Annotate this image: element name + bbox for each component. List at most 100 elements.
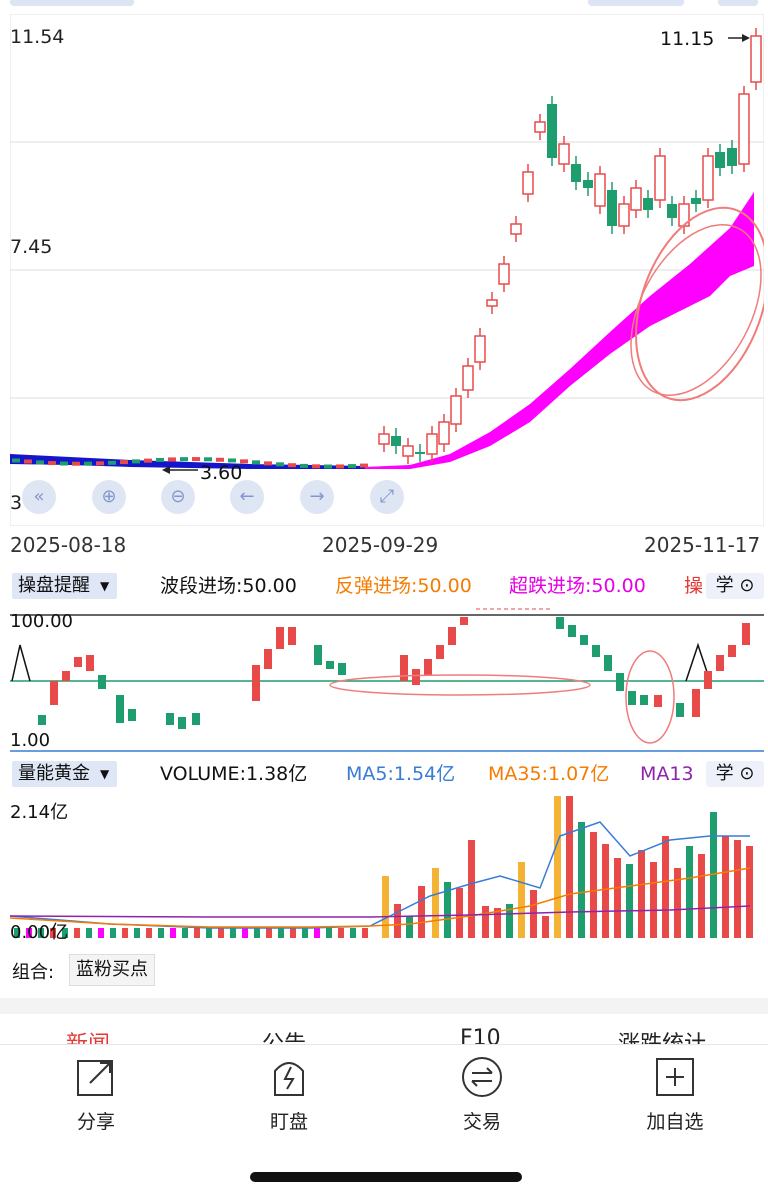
bell-icon [274, 1062, 304, 1096]
rewind-icon[interactable]: « [22, 480, 56, 514]
candle [486, 299, 498, 307]
oscillator-bar [742, 623, 750, 645]
oscillator-bar [178, 717, 186, 729]
oscillator-bar [192, 713, 200, 725]
volume-bar [362, 928, 368, 938]
adjust-selector[interactable] [588, 0, 684, 6]
zoom-in-icon[interactable]: ⊕ [92, 480, 126, 514]
settings-selector[interactable] [718, 0, 758, 6]
add-watchlist-label: 加自选 [646, 1111, 704, 1133]
oscillator-bar [628, 691, 636, 705]
candle [204, 457, 212, 462]
date-end: 2025-11-17 [644, 533, 761, 557]
indicator1-dropdown[interactable]: 操盘提醒 ▼ [12, 573, 118, 599]
oscillator-bar [592, 645, 600, 657]
candle [300, 463, 308, 468]
candle [630, 187, 642, 211]
combo-label: 组合: [12, 962, 55, 983]
oscillator-bar [314, 645, 322, 665]
volume-bar [194, 928, 200, 938]
candle [24, 459, 32, 464]
volume-bar [614, 858, 621, 938]
candle [667, 204, 677, 218]
triangle-down-icon: ▼ [100, 767, 110, 781]
trade-label: 交易 [462, 1111, 501, 1133]
exchange-icon [462, 1057, 502, 1097]
oscillator-bar [86, 655, 94, 671]
price-label-bottom: 3 [10, 492, 23, 514]
volume-bar [746, 846, 753, 938]
oscillator-bar [116, 695, 124, 723]
candle [618, 203, 630, 227]
arrow-left-icon[interactable]: ← [230, 480, 264, 514]
share-button[interactable]: 分享 [46, 1055, 146, 1134]
arrow-right-icon[interactable]: → [300, 480, 334, 514]
oscillator-bar [98, 675, 106, 689]
oscillator-bar [62, 671, 70, 681]
expand-icon[interactable]: ⤢ [370, 480, 404, 514]
oscillator-bar [716, 655, 724, 671]
volume-bar [314, 928, 320, 938]
indicator2-dropdown[interactable]: 量能黄金 ▼ [12, 761, 118, 787]
volume-bar [638, 850, 645, 938]
volume-bar [98, 928, 104, 938]
candle [12, 458, 20, 463]
candle [336, 464, 344, 469]
oscillator-bar [728, 645, 736, 657]
trade-button[interactable]: 交易 [432, 1055, 532, 1134]
oscillator-bar [448, 627, 456, 645]
candle [727, 148, 737, 166]
oscillator-bar [640, 695, 648, 705]
candle [547, 104, 557, 158]
candle [192, 457, 200, 462]
add-watchlist-button[interactable]: 加自选 [625, 1055, 725, 1134]
volume-bar [158, 928, 164, 938]
volume-bar [506, 904, 513, 938]
play-icon: ⊙ [739, 575, 755, 596]
candle [36, 460, 44, 465]
triangle-down-icon: ▼ [100, 579, 110, 593]
candle [264, 461, 272, 466]
candle [607, 190, 617, 226]
period-selector[interactable] [10, 0, 134, 6]
volume-bar [626, 864, 633, 938]
high-marker: 11.15 [660, 28, 715, 50]
candle [96, 461, 104, 466]
volume-bar [62, 928, 68, 938]
date-start: 2025-08-18 [10, 533, 127, 557]
volume-bar [74, 928, 80, 938]
candle [691, 198, 701, 204]
low-marker: 3.60 [200, 462, 243, 484]
candle [216, 457, 224, 462]
oscillator-bar [166, 713, 174, 725]
volume-bar [110, 928, 116, 938]
candle [312, 464, 320, 469]
price-label-mid: 7.45 [10, 236, 53, 258]
indicator1-header: 操盘提醒 ▼ 波段进场:50.00 反弹进场:50.00 超跌进场:50.00 操… [0, 570, 768, 604]
combo-value-button[interactable]: 蓝粉买点 [69, 954, 155, 986]
candle [378, 433, 390, 445]
oscillator-bar [252, 665, 260, 701]
watch-button[interactable]: 盯盘 [239, 1055, 339, 1134]
kline-chart[interactable] [10, 14, 764, 526]
candle [360, 463, 368, 468]
volume-bar [350, 928, 356, 938]
candle [288, 463, 296, 468]
zoom-out-icon[interactable]: ⊖ [161, 480, 195, 514]
candle [156, 457, 164, 462]
volume-bar [662, 836, 669, 938]
indicator1-bottom-label: 1.00 [10, 730, 51, 751]
oscillator-bar [654, 695, 662, 707]
oscillator-bar [568, 625, 576, 637]
indicator2-help-button[interactable]: 学 ⊙ [706, 761, 764, 787]
candle [108, 460, 116, 465]
candle [583, 180, 593, 188]
volume-bottom-label: 0.00亿 [10, 922, 69, 943]
indicator1-help-button[interactable]: 学 ⊙ [706, 573, 764, 599]
buy-ribbon [365, 192, 754, 469]
volume-bar [170, 928, 176, 938]
volume-bar [566, 796, 573, 938]
candle [750, 35, 762, 83]
volume-bar [406, 916, 413, 938]
candle [240, 459, 248, 464]
